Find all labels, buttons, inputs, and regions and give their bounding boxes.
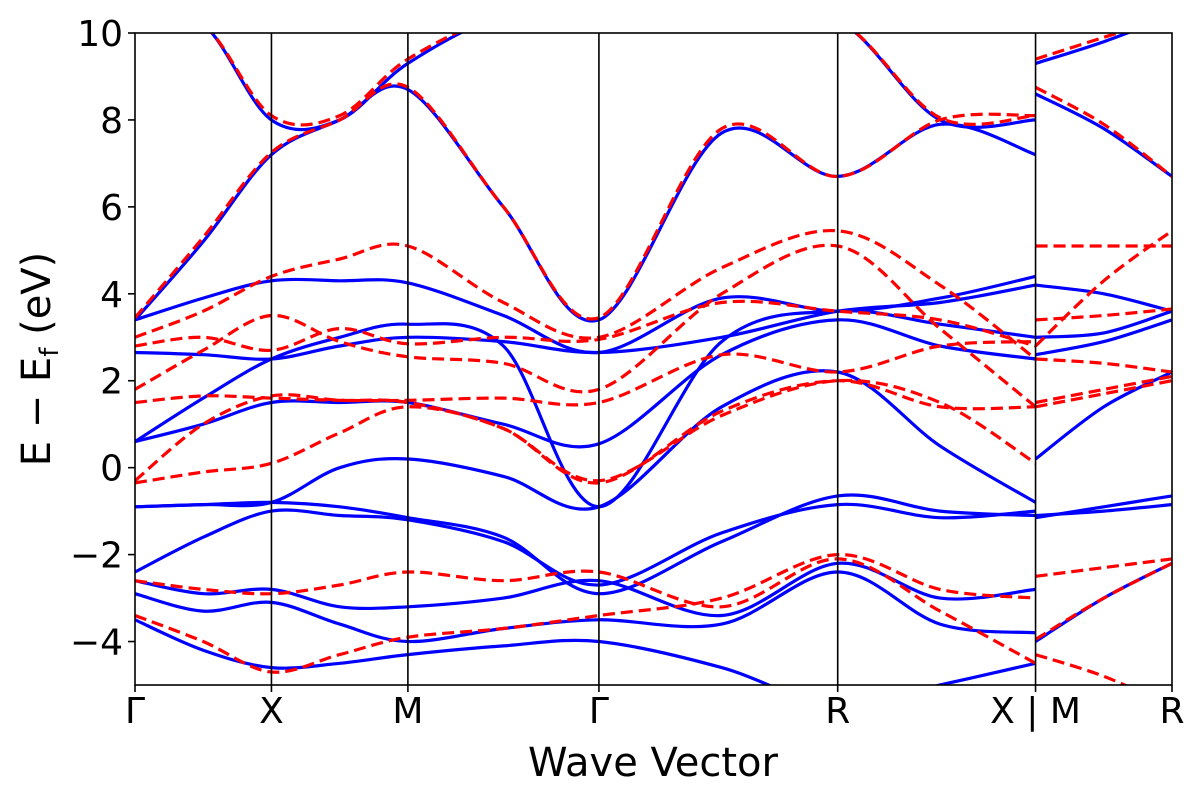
solid-band-line — [135, 318, 1036, 449]
solid-band-line — [1035, 318, 1172, 357]
y-axis-title: E − Ef (eV) — [14, 252, 65, 467]
solid-band-line — [135, 369, 1037, 511]
dashed-band-line — [135, 379, 1036, 485]
solid-band-line — [135, 274, 1036, 355]
plot-frame — [134, 32, 1173, 686]
x-tick-label: Γ — [589, 691, 609, 732]
solid-band-line — [1034, 92, 1172, 178]
dashed-band-line — [1034, 561, 1172, 641]
dashed-band-line — [135, 378, 1037, 483]
dashed-band-line — [1035, 374, 1172, 405]
y-tick-label: −2 — [70, 536, 123, 577]
kpoint-lines — [270, 33, 1037, 685]
dashed-band-line — [1035, 33, 1123, 61]
dashed-band-line — [135, 552, 1036, 674]
dashed-band-line — [135, 243, 1037, 409]
y-tick-label: 10 — [77, 14, 123, 55]
dashed-band-line — [1034, 229, 1172, 348]
solid-band-line — [1035, 283, 1172, 313]
x-tick-label: R — [825, 691, 850, 732]
y-axis-title-unit: (eV) — [14, 252, 60, 348]
dashed-band-line — [135, 340, 1036, 407]
solid-band-line — [1035, 33, 1132, 65]
y-axis-title-sub: f — [35, 347, 65, 357]
dashed-band-line — [1035, 379, 1172, 409]
x-axis-title: Wave Vector — [528, 740, 779, 786]
x-tick-label: R — [1159, 691, 1184, 732]
y-axis: −4 −2 0 2 4 6 8 10 — [70, 14, 135, 664]
dashed-band-line — [1034, 85, 1172, 178]
y-tick-label: 0 — [100, 449, 123, 490]
y-tick-label: 8 — [100, 101, 123, 142]
dashed-band-line — [210, 33, 1036, 127]
bands-layer — [135, 33, 1172, 685]
solid-band-line — [1035, 309, 1172, 339]
y-axis-title-main: E − E — [14, 357, 60, 467]
x-tick-label: M — [392, 691, 423, 732]
solid-band-line — [1035, 503, 1172, 518]
dashed-band-line — [135, 557, 1037, 665]
solid-band-line — [135, 283, 1036, 361]
y-tick-label: 6 — [100, 188, 123, 229]
y-tick-label: −4 — [70, 623, 123, 664]
x-axis: Γ X M Γ R X | M R — [125, 685, 1185, 732]
dashed-band-line — [135, 82, 1036, 321]
solid-band-line — [209, 33, 1036, 132]
solid-band-line — [135, 84, 1037, 323]
y-tick-label: 2 — [100, 362, 123, 403]
dashed-band-line — [1035, 357, 1172, 374]
x-tick-label: Γ — [125, 691, 145, 732]
x-tick-label: X — [259, 691, 284, 732]
x-tick-label: X | M — [990, 691, 1081, 732]
solid-band-line — [135, 618, 1036, 685]
dashed-band-line — [135, 299, 1037, 352]
y-tick-label: 4 — [100, 275, 123, 316]
solid-band-line — [1034, 370, 1172, 461]
